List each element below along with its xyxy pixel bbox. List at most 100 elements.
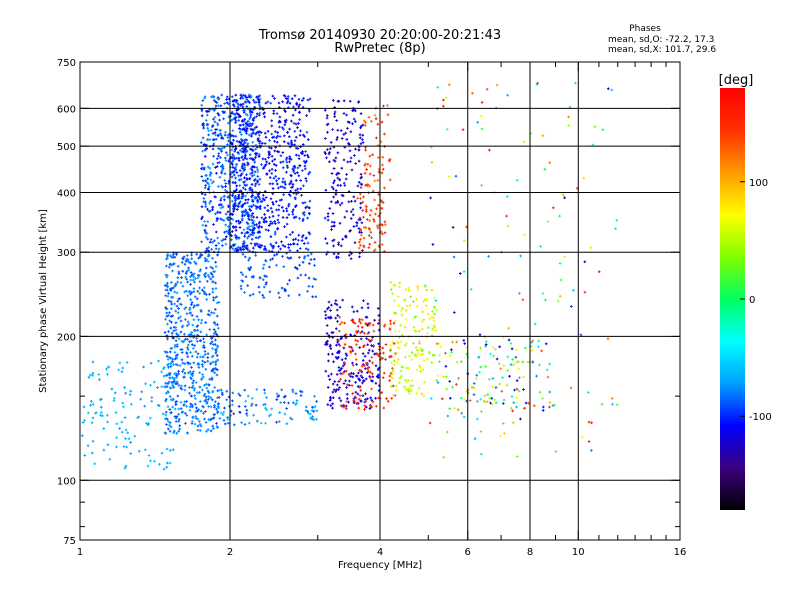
- data-point: [129, 441, 132, 444]
- data-point: [176, 280, 179, 284]
- point-cluster: [228, 93, 312, 254]
- data-point: [350, 217, 353, 220]
- data-point: [328, 160, 331, 164]
- data-point: [298, 293, 301, 297]
- data-point: [281, 206, 284, 209]
- data-point: [213, 116, 217, 119]
- data-point: [263, 206, 267, 209]
- data-point: [323, 310, 327, 313]
- data-point: [382, 351, 385, 355]
- data-point: [423, 381, 426, 384]
- data-point: [357, 397, 361, 401]
- data-point: [248, 228, 252, 232]
- data-point: [442, 104, 445, 108]
- data-point: [350, 252, 353, 255]
- data-point: [282, 193, 285, 196]
- data-point: [171, 405, 174, 409]
- data-point: [345, 369, 348, 373]
- data-point: [288, 249, 292, 252]
- data-point: [179, 330, 183, 334]
- data-point: [187, 322, 191, 326]
- data-point: [217, 147, 220, 150]
- data-point: [332, 252, 336, 256]
- data-point: [332, 396, 335, 400]
- data-point: [250, 148, 253, 151]
- data-point: [171, 382, 174, 386]
- data-point: [201, 388, 204, 392]
- data-point: [169, 347, 173, 350]
- data-point: [284, 120, 287, 124]
- data-point: [283, 123, 287, 127]
- data-point: [170, 332, 174, 335]
- data-point: [231, 213, 234, 216]
- data-point: [359, 112, 363, 115]
- data-point: [214, 330, 217, 333]
- data-point: [335, 357, 339, 360]
- data-point: [358, 346, 361, 349]
- grid-lines: [80, 62, 680, 540]
- data-point: [172, 329, 176, 332]
- data-point: [201, 373, 204, 376]
- data-point: [214, 128, 217, 131]
- data-point: [210, 95, 213, 99]
- data-point: [454, 174, 458, 178]
- data-point: [345, 210, 349, 213]
- data-point: [354, 120, 357, 123]
- data-point: [194, 261, 198, 265]
- data-point: [330, 200, 333, 203]
- data-point: [359, 197, 362, 200]
- data-point: [242, 240, 245, 243]
- data-point: [552, 206, 555, 210]
- data-point: [502, 402, 505, 405]
- data-point: [199, 321, 203, 325]
- data-point: [332, 388, 336, 391]
- data-point: [364, 322, 368, 325]
- data-point: [254, 403, 258, 407]
- data-point: [175, 304, 179, 308]
- data-point: [357, 148, 361, 152]
- data-point: [167, 380, 171, 384]
- data-point: [163, 366, 166, 369]
- data-point: [431, 327, 434, 331]
- data-point: [165, 311, 169, 315]
- data-point: [231, 403, 234, 407]
- data-point: [254, 182, 258, 186]
- data-point: [113, 391, 117, 395]
- data-point: [430, 361, 433, 364]
- data-point: [436, 374, 439, 377]
- data-point: [297, 154, 301, 157]
- data-point: [400, 313, 404, 317]
- data-point: [221, 167, 225, 170]
- data-point: [522, 388, 525, 391]
- data-point: [282, 265, 286, 268]
- data-point: [600, 403, 604, 406]
- data-point: [230, 148, 234, 152]
- data-point: [221, 393, 224, 397]
- data-point: [237, 405, 241, 408]
- data-point: [209, 405, 213, 409]
- plot-frame: [79, 61, 681, 541]
- data-point: [231, 159, 235, 163]
- data-point: [186, 431, 189, 435]
- data-point: [220, 149, 223, 153]
- data-point: [242, 169, 245, 173]
- data-point: [223, 133, 227, 137]
- data-point: [354, 390, 358, 394]
- data-point: [256, 180, 259, 184]
- data-point: [296, 171, 299, 174]
- data-point: [125, 445, 128, 449]
- data-point: [299, 129, 302, 133]
- data-point: [243, 118, 247, 121]
- data-point: [361, 249, 364, 252]
- data-point: [191, 374, 194, 377]
- data-point: [310, 409, 314, 412]
- data-point: [360, 318, 364, 322]
- data-point: [329, 347, 333, 350]
- data-point: [226, 218, 230, 222]
- data-point: [174, 403, 178, 406]
- data-point: [335, 138, 339, 141]
- data-point: [269, 235, 273, 238]
- data-point: [315, 409, 319, 412]
- data-point: [201, 179, 205, 183]
- data-point: [293, 172, 297, 175]
